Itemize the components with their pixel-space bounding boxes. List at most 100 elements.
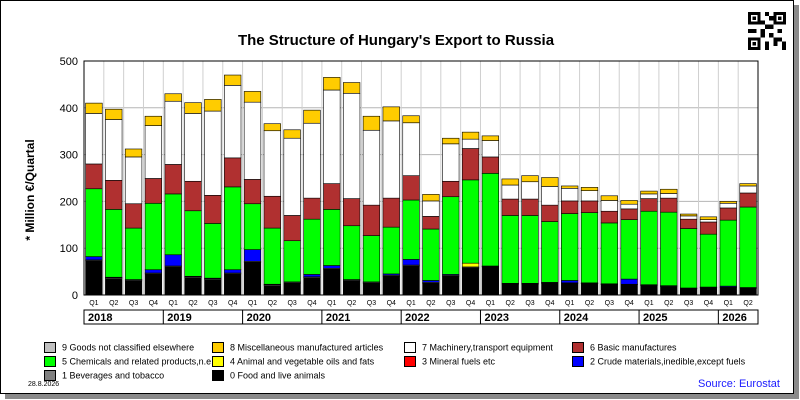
bar-segment-19-s6 [461, 148, 480, 181]
bar-segment-26-s7 [600, 200, 618, 212]
bar-segment-12-s6 [323, 183, 341, 210]
year-label: 2019 [167, 312, 191, 324]
bar-segment-16-s7 [402, 122, 420, 176]
bar-segment-19-s4 [461, 262, 480, 268]
bar-segment-33-s0 [739, 288, 757, 296]
bar-segment-26-s8 [600, 195, 618, 201]
bar-segment-2-s6 [124, 203, 143, 229]
legend-label: 7 Machinery,transport equipment [422, 342, 553, 353]
legend-item: 1 Beverages and tobacco [44, 370, 164, 382]
legend-item: 4 Animal and vegetable oils and fats [212, 356, 375, 368]
bar-segment-21-s5 [501, 215, 519, 284]
x-tick-label: Q3 [129, 300, 138, 307]
bar-segment-19-s8 [461, 131, 480, 140]
bar-segment-8-s2 [243, 249, 262, 262]
bar-segment-28-s5 [640, 210, 658, 286]
bar-segment-4-s8 [164, 93, 182, 102]
bar-segment-10-s7 [283, 137, 301, 216]
bar-segment-27-s0 [620, 284, 638, 296]
bar-segment-5-s5 [184, 210, 202, 277]
bar-segment-22-s7 [521, 181, 539, 200]
bar-segment-22-s6 [521, 198, 539, 216]
bar-segment-29-s5 [660, 211, 678, 286]
bar-segment-33-s7 [739, 185, 757, 194]
legend-item: 7 Machinery,transport equipment [404, 342, 553, 354]
bar-segment-32-s8 [719, 201, 737, 204]
bar-segment-17-s0 [422, 282, 440, 296]
bar-segment-20-s6 [481, 156, 500, 174]
bar-segment-0-s0 [85, 260, 103, 296]
bar-segment-30-s5 [679, 228, 698, 289]
bar-segment-9-s5 [263, 227, 281, 285]
bar-segment-17-s8 [422, 194, 440, 202]
bar-segment-26-s5 [600, 222, 618, 285]
bar-segment-7-s2 [224, 269, 242, 274]
qr-code-icon [748, 12, 786, 50]
bar-segment-0-s8 [85, 102, 103, 114]
legend-item: 9 Goods not classified elsewhere [44, 342, 194, 354]
bar-segment-2-s8 [124, 148, 143, 158]
bar-segment-23-s6 [541, 204, 559, 222]
axes: 0 100 200 300 400 500 Q1 Q2 Q3 Q4 Q1 Q2 Q3 Q4 Q1 Q2 Q3 Q4… [60, 56, 759, 325]
bar-segment-29-s0 [660, 286, 678, 296]
bar-segment-33-s8 [739, 183, 757, 187]
bar-segment-7-s6 [224, 157, 242, 188]
bar-segment-3-s2 [144, 269, 163, 274]
bar-segment-14-s8 [362, 115, 381, 131]
bar-segment-26-s6 [600, 210, 618, 224]
bar-segment-32-s0 [719, 287, 737, 296]
legend-label: 4 Animal and vegetable oils and fats [230, 356, 375, 367]
x-tick-label: Q4 [545, 300, 554, 307]
bar-segment-7-s5 [224, 186, 242, 271]
bar-segment-9-s8 [263, 123, 281, 132]
legend-label: 2 Crude materials,inedible,except fuels [590, 356, 746, 367]
bar-segment-33-s6 [739, 192, 757, 208]
legend-swatch [212, 342, 224, 354]
bar-segment-32-s5 [719, 219, 737, 287]
bar-segment-19-s5 [461, 179, 480, 264]
bar-segment-30-s7 [679, 215, 698, 220]
year-label: 2022 [405, 312, 429, 324]
bar-segment-16-s6 [402, 175, 420, 201]
legend-item: 8 Miscellaneous manufactured articles [212, 342, 383, 354]
bar-segment-0-s5 [85, 188, 103, 257]
bar-segment-18-s7 [442, 143, 460, 182]
bar-segment-10-s8 [283, 129, 301, 139]
bar-segment-1-s0 [105, 278, 123, 296]
bar-segment-5-s0 [184, 277, 202, 296]
legend-swatch [44, 356, 56, 368]
legend-swatch [572, 356, 584, 368]
source-note: Source: Eurostat [698, 378, 780, 390]
bar-segment-21-s0 [501, 283, 519, 296]
bar-segment-32-s6 [719, 207, 737, 221]
bar-segment-30-s0 [679, 288, 698, 296]
y-tick-label: 200 [60, 196, 78, 208]
bar-segment-29-s6 [660, 197, 678, 213]
bar-segment-31-s0 [699, 287, 718, 296]
year-label: 2024 [564, 312, 589, 324]
bar-segment-11-s0 [303, 277, 321, 296]
bar-segment-19-s0 [461, 268, 480, 296]
bar-segment-5-s6 [184, 180, 202, 212]
bar-segment-12-s2 [323, 265, 341, 269]
bar-segment-23-s7 [541, 186, 559, 206]
bar-segment-27-s8 [620, 200, 638, 205]
y-axis-label: * Million €/Quartal [23, 139, 37, 240]
bar-segment-12-s8 [323, 77, 341, 91]
bar-segment-10-s5 [283, 240, 301, 283]
bar-segment-16-s2 [402, 259, 420, 266]
bar-segment-8-s7 [243, 101, 262, 180]
bar-segment-26-s0 [600, 284, 618, 296]
y-tick-label: 0 [72, 290, 78, 302]
bar-segment-5-s7 [184, 113, 202, 182]
bar-segment-4-s5 [164, 193, 182, 256]
bar-segment-17-s6 [422, 216, 440, 230]
x-tick-label: Q2 [506, 300, 515, 307]
bar-segment-29-s8 [660, 188, 678, 194]
x-tick-label: Q4 [466, 300, 475, 307]
bar-segment-9-s6 [263, 195, 281, 229]
bar-segment-25-s7 [580, 190, 599, 202]
bar-segment-31-s8 [699, 216, 718, 220]
bar-segment-22-s0 [521, 283, 539, 296]
